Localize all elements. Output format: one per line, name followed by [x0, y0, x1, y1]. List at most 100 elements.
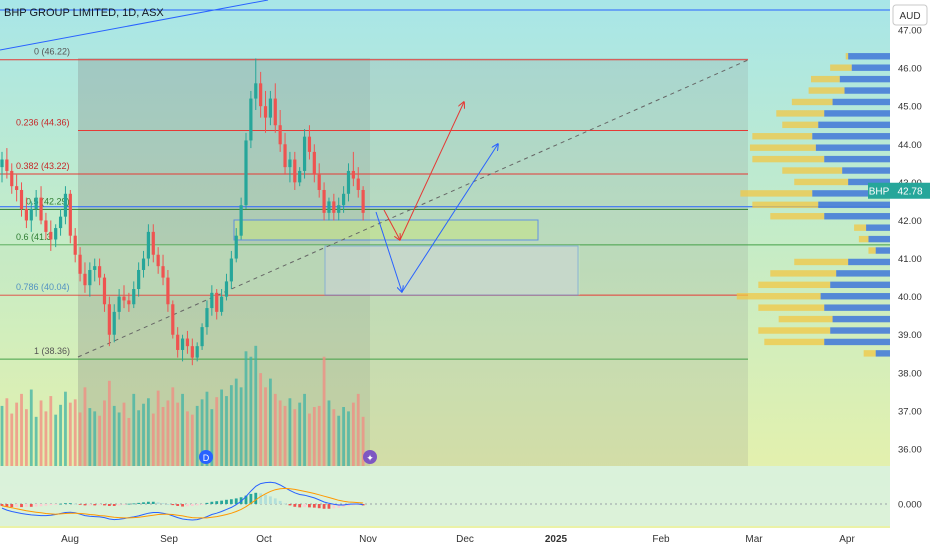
- vp-blue-bar: [832, 98, 890, 106]
- down-arrow-blue[interactable]: [375, 211, 402, 292]
- vp-blue-bar: [848, 178, 890, 186]
- volume-bar: [278, 400, 282, 466]
- vp-yellow-bar: [858, 235, 869, 243]
- volume-bar: [332, 409, 336, 466]
- volume-bar: [347, 411, 350, 466]
- volume-bar: [249, 356, 253, 466]
- volume-bar: [156, 390, 160, 466]
- macd-axis: 0.000: [898, 500, 922, 511]
- macd-histogram-bar: [93, 504, 97, 506]
- event-marker[interactable]: ✦: [363, 450, 377, 464]
- vp-blue-bar: [844, 87, 890, 94]
- time-axis[interactable]: Aug Sep Oct Nov Dec 2025 Feb Mar Apr: [61, 534, 855, 545]
- currency-badge-box[interactable]: [892, 4, 928, 26]
- candle-body: [210, 292, 214, 309]
- volume-bar: [10, 413, 14, 466]
- macd-histogram-bar: [356, 504, 360, 506]
- zone-lower: [324, 245, 579, 296]
- zone-upper: [233, 219, 539, 241]
- macd-histogram-bar: [215, 501, 219, 504]
- macd-histogram-bar: [10, 504, 14, 508]
- volume-bar: [83, 387, 87, 466]
- macd-histogram-bar: [249, 493, 253, 504]
- macd-histogram-bar: [337, 504, 341, 508]
- dashed-trendline[interactable]: [77, 59, 749, 358]
- volume-bar: [288, 398, 292, 466]
- volume-bar: [166, 400, 170, 466]
- volume-bar: [225, 396, 228, 466]
- candle-body: [342, 193, 346, 206]
- candle-body: [73, 235, 77, 255]
- macd-histogram-bar: [234, 498, 238, 504]
- volume-bar: [117, 412, 121, 466]
- volume-bar: [15, 402, 19, 466]
- volume-bar: [259, 373, 263, 466]
- volume-bar: [351, 402, 355, 466]
- macd-histogram-bar: [54, 504, 58, 505]
- up-arrow-blue[interactable]: [401, 144, 498, 293]
- last-price-bg: [890, 182, 930, 199]
- candle-body: [337, 205, 341, 213]
- vp-yellow-bar: [863, 350, 876, 357]
- macd-histogram-bar: [283, 503, 287, 505]
- volume-bar: [93, 411, 97, 466]
- candle-body: [307, 136, 312, 152]
- time-tick-label: Sep: [160, 534, 178, 545]
- ticker-symbol: BHP: [869, 187, 890, 198]
- volume-bar: [327, 400, 331, 466]
- candle-body: [195, 346, 199, 358]
- currency-badge[interactable]: AUD: [892, 4, 928, 26]
- down-arrow-red[interactable]: [383, 209, 400, 240]
- volume-bar: [317, 405, 321, 466]
- up-arrow-red[interactable]: [399, 102, 464, 241]
- last-price-label: 42.78: [897, 187, 922, 198]
- candle-body: [239, 205, 243, 236]
- upper-trendline[interactable]: [0, 0, 269, 51]
- candle-body: [117, 296, 121, 312]
- price-axis[interactable]: 47.0046.0045.0044.0043.0042.0041.0040.00…: [898, 26, 922, 456]
- vp-yellow-bar: [752, 155, 825, 163]
- candle-body: [5, 159, 9, 171]
- vp-yellow-bar: [736, 293, 821, 300]
- dividend-circle[interactable]: [199, 450, 213, 464]
- vp-yellow-bar: [854, 224, 867, 231]
- candle-body: [102, 277, 107, 305]
- dividend-marker[interactable]: D: [199, 450, 213, 464]
- candle-body: [278, 125, 282, 145]
- candle-body: [176, 334, 180, 350]
- vp-yellow-bar: [794, 258, 849, 266]
- volume-bar: [98, 415, 101, 466]
- macd-histogram-bar: [195, 504, 199, 506]
- candle-body: [351, 170, 355, 179]
- price-axis-panel: [890, 0, 932, 550]
- time-tick-label: Oct: [256, 534, 272, 545]
- vp-blue-bar: [824, 338, 890, 346]
- vp-yellow-bar: [749, 144, 816, 151]
- volume-bar: [122, 402, 126, 466]
- time-tick-label: 2025: [545, 534, 568, 545]
- candles: [0, 58, 365, 366]
- candle-body: [98, 266, 102, 278]
- candle-body: [322, 189, 326, 213]
- macd-histogram-bar: [64, 503, 67, 504]
- fib-label-4: 0.6 (41.3: [16, 232, 52, 242]
- macd-histogram-bar: [59, 503, 62, 505]
- vp-blue-bar: [848, 258, 890, 266]
- volume-bar: [229, 385, 233, 466]
- candle-body: [200, 327, 204, 347]
- candle-body: [254, 83, 258, 99]
- candle-body: [141, 258, 146, 270]
- volume-bar: [273, 393, 277, 466]
- support-zones[interactable]: [0, 219, 580, 296]
- event-circle[interactable]: [363, 450, 377, 464]
- vp-blue-bar: [824, 304, 890, 311]
- event-star-icon: ✦: [366, 453, 374, 463]
- candle-body: [180, 338, 185, 350]
- vp-yellow-bar: [752, 133, 813, 140]
- volume-bar: [200, 399, 204, 466]
- vp-yellow-bar: [782, 121, 819, 129]
- fib-label-6: 1 (38.36): [34, 346, 70, 356]
- vp-blue-bar: [842, 167, 890, 174]
